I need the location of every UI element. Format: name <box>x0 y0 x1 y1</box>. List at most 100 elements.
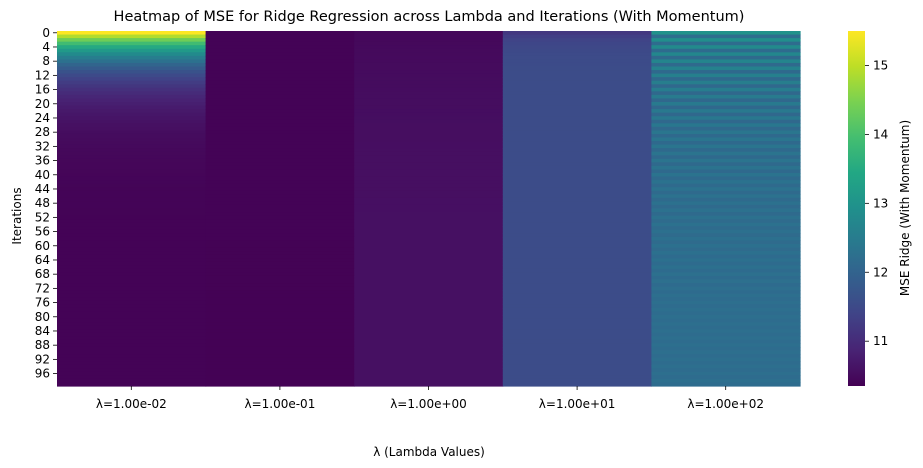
x-tick-label: λ=1.00e+02 <box>687 397 764 411</box>
heatmap-cell <box>205 254 355 259</box>
heatmap-cell <box>57 84 207 89</box>
heatmap-cell <box>205 212 355 217</box>
heatmap-cell <box>651 279 801 284</box>
heatmap-cell <box>354 148 504 153</box>
heatmap-cell <box>502 194 652 199</box>
heatmap-cell <box>354 133 504 139</box>
heatmap-cell <box>354 94 504 100</box>
heatmap-cell <box>354 339 504 344</box>
heatmap-cell <box>502 244 652 249</box>
heatmap-cell <box>354 244 504 249</box>
heatmap-cell <box>354 38 504 43</box>
heatmap-cell <box>354 268 504 273</box>
heatmap-cell <box>502 251 652 256</box>
heatmap-cell <box>502 283 652 288</box>
heatmap-cell <box>502 254 652 259</box>
heatmap-cell <box>354 307 504 313</box>
heatmap-cell <box>205 300 355 305</box>
y-tick-label: 60 <box>35 239 50 253</box>
heatmap-cell <box>57 148 207 153</box>
heatmap-cell <box>205 116 355 121</box>
heatmap-cell <box>57 116 207 121</box>
heatmap-cell <box>57 368 207 373</box>
heatmap-cell <box>57 130 207 135</box>
heatmap-cell <box>502 336 652 341</box>
heatmap-cell <box>651 261 801 266</box>
heatmap-cell <box>57 176 207 181</box>
heatmap-cell <box>205 283 355 288</box>
y-tick-label: 36 <box>35 154 50 168</box>
heatmap-cell <box>205 183 355 188</box>
heatmap-cell <box>354 354 504 359</box>
heatmap-cell <box>651 354 801 359</box>
heatmap-cell <box>57 233 207 238</box>
y-tick-label: 20 <box>35 97 50 111</box>
heatmap-cell <box>502 382 652 387</box>
heatmap-cell <box>57 279 207 284</box>
heatmap-cell <box>651 137 801 142</box>
heatmap-cell <box>502 240 652 245</box>
heatmap-cell <box>651 165 801 171</box>
heatmap-cell <box>651 322 801 327</box>
heatmap-cell <box>354 290 504 295</box>
heatmap-cell <box>205 375 355 380</box>
heatmap-cell <box>57 229 207 234</box>
heatmap-cell <box>502 204 652 210</box>
heatmap-cell <box>651 254 801 259</box>
heatmap-cell <box>354 155 504 160</box>
heatmap-cell <box>502 48 652 53</box>
heatmap-cell <box>205 204 355 210</box>
heatmap-cell <box>57 254 207 259</box>
heatmap-cell <box>502 332 652 337</box>
heatmap-cell <box>354 176 504 181</box>
heatmap-cell <box>502 197 652 202</box>
heatmap-cell <box>57 34 207 39</box>
heatmap-cell <box>651 119 801 124</box>
heatmap-cell <box>57 55 207 60</box>
heatmap-cell <box>651 325 801 330</box>
heatmap-cell <box>354 31 504 36</box>
heatmap-cell <box>651 297 801 302</box>
heatmap-cell <box>354 187 504 192</box>
heatmap-cell <box>502 151 652 156</box>
heatmap-cell <box>57 293 207 298</box>
heatmap-cell <box>354 332 504 337</box>
heatmap-cell <box>205 105 355 110</box>
heatmap-cell <box>354 165 504 171</box>
heatmap-cell <box>354 350 504 355</box>
heatmap-cell <box>205 325 355 330</box>
heatmap-cell <box>354 304 504 309</box>
heatmap-cell <box>502 130 652 135</box>
heatmap-cell <box>57 45 207 50</box>
heatmap-cell <box>651 116 801 121</box>
heatmap-cell <box>354 286 504 291</box>
heatmap-cell <box>651 236 801 242</box>
heatmap-cell <box>354 336 504 341</box>
heatmap-cell <box>205 123 355 128</box>
heatmap-cell <box>651 368 801 373</box>
heatmap-cell <box>502 112 652 117</box>
heatmap-cell <box>502 123 652 128</box>
colorbar-tick-label: 15 <box>873 58 888 72</box>
heatmap-cell <box>205 84 355 89</box>
heatmap-cell <box>354 77 504 82</box>
heatmap-cell <box>651 133 801 139</box>
heatmap-cell <box>354 208 504 213</box>
heatmap-cell <box>205 126 355 131</box>
heatmap-cell <box>354 378 504 384</box>
heatmap-cell <box>354 183 504 188</box>
y-tick-label: 40 <box>35 168 50 182</box>
colorbar-label: MSE Ridge (With Momentum) <box>898 120 912 296</box>
heatmap-cell <box>502 201 652 206</box>
y-axis-label: Iterations <box>10 187 24 244</box>
heatmap-cell <box>205 332 355 337</box>
heatmap-cell <box>651 283 801 288</box>
heatmap-cell <box>651 318 801 323</box>
heatmap-cell <box>354 361 504 366</box>
heatmap-cell <box>57 290 207 295</box>
heatmap-cell <box>205 382 355 387</box>
heatmap-cell <box>205 155 355 160</box>
heatmap-cell <box>57 336 207 341</box>
heatmap-cell <box>205 158 355 163</box>
heatmap-cell <box>354 382 504 387</box>
